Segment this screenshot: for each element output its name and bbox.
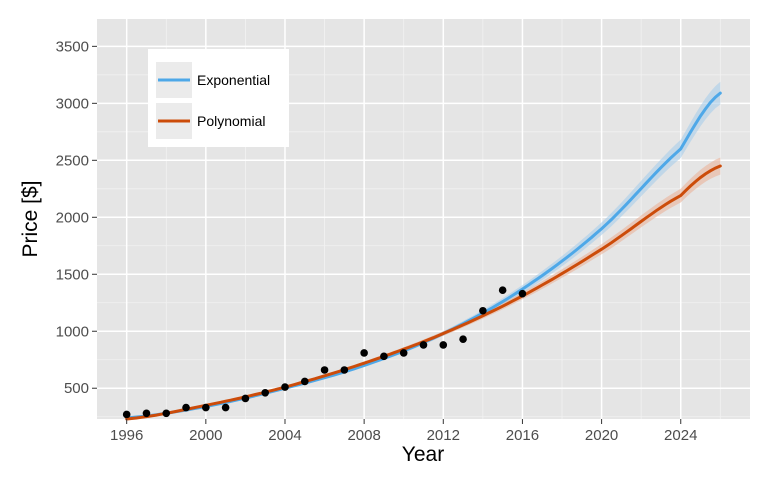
x-axis-ticks: 1996 2000 2004 2008 2012 2016 2020 2024 bbox=[110, 419, 697, 444]
data-point bbox=[498, 286, 507, 295]
x-tick-label: 2004 bbox=[268, 427, 301, 444]
data-point bbox=[122, 410, 131, 419]
data-point bbox=[419, 341, 428, 349]
y-tick-label: 2500 bbox=[56, 152, 89, 169]
data-point bbox=[241, 394, 250, 403]
x-axis-title: Year bbox=[402, 443, 444, 466]
x-tick-label: 2024 bbox=[664, 427, 697, 444]
data-point bbox=[380, 352, 388, 361]
y-axis-title: Price [$] bbox=[19, 180, 42, 257]
data-point bbox=[479, 306, 487, 315]
data-points bbox=[122, 286, 527, 419]
x-tick-label: 2008 bbox=[347, 427, 380, 444]
y-tick-label: 3000 bbox=[56, 95, 89, 112]
x-tick-label: 2000 bbox=[189, 427, 222, 444]
x-tick-label: 2012 bbox=[427, 427, 460, 444]
data-point bbox=[162, 409, 171, 418]
data-point bbox=[202, 403, 210, 412]
data-point bbox=[320, 366, 329, 374]
y-tick-label: 1000 bbox=[56, 323, 89, 340]
y-tick-label: 2000 bbox=[56, 209, 89, 226]
data-point bbox=[340, 366, 349, 374]
data-point bbox=[281, 383, 289, 391]
data-point bbox=[439, 341, 448, 349]
y-tick-label: 1500 bbox=[56, 266, 89, 283]
data-point bbox=[221, 403, 230, 412]
x-tick-label: 2016 bbox=[506, 427, 539, 444]
data-point bbox=[459, 335, 467, 344]
legend-label-exponential: Exponential bbox=[197, 72, 270, 88]
legend-label-polynomial: Polynomial bbox=[197, 113, 265, 129]
y-tick-label: 500 bbox=[64, 380, 89, 397]
y-tick-label: 3500 bbox=[56, 38, 89, 55]
data-point bbox=[518, 289, 527, 298]
data-point bbox=[399, 349, 408, 357]
data-point bbox=[300, 377, 309, 386]
data-point bbox=[360, 349, 368, 357]
x-tick-label: 1996 bbox=[110, 427, 143, 444]
data-point bbox=[142, 409, 151, 418]
data-point bbox=[261, 388, 269, 397]
y-axis-ticks: 500 1000 1500 2000 2500 3000 3500 bbox=[56, 38, 97, 397]
data-point bbox=[182, 403, 190, 412]
x-tick-label: 2020 bbox=[585, 427, 618, 444]
legend: Exponential Polynomial bbox=[148, 49, 289, 147]
